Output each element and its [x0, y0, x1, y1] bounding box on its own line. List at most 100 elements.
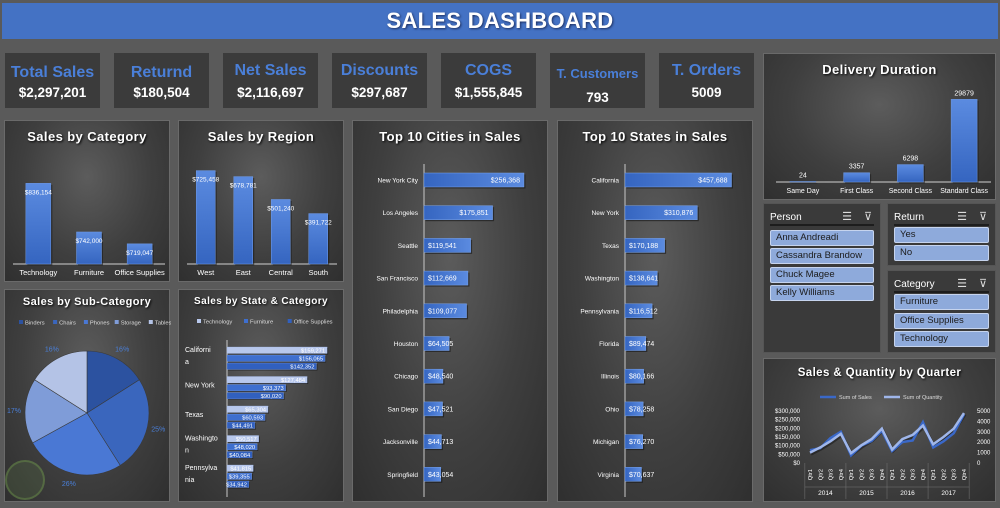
- slicer-item[interactable]: Furniture: [894, 294, 989, 310]
- data-label: $142,352: [290, 365, 314, 371]
- chart-sales-quantity-by-quarter[interactable]: Sales & Quantity by Quarter Sum of Sales…: [763, 358, 996, 502]
- clear-filter-icon[interactable]: ⊽: [978, 278, 987, 290]
- category-label: San Diego: [388, 406, 419, 413]
- chart-sales-by-region[interactable]: Sales by Region $725,458 West $678,781 East…: [178, 120, 344, 282]
- multi-select-icon[interactable]: ☰: [842, 211, 852, 223]
- bar: [897, 164, 924, 183]
- pie-label: 25%: [151, 426, 165, 433]
- chart-title: Sales by Region: [207, 129, 315, 144]
- slicer-item[interactable]: Cassandra Brandow: [770, 248, 874, 264]
- kpi-total-customers: T. Customers 793: [550, 53, 645, 108]
- slicer-title: Person: [770, 212, 802, 223]
- data-label: $43,054: [428, 472, 453, 479]
- quarter-chart-svg: Sum of Sales Sum of Quantity $300,000 $250,…: [775, 395, 991, 499]
- category-label: Furniture: [74, 268, 104, 277]
- category-label: Washington: [585, 276, 619, 283]
- x-tick-label: Qtr1: [849, 469, 855, 480]
- slicer-return[interactable]: Return ☰ ⊽ Yes No: [887, 203, 996, 266]
- legend-swatch: [83, 320, 88, 324]
- category-label: n: [185, 448, 189, 455]
- kpi-value: 5009: [691, 85, 722, 100]
- legend-label: Furniture: [250, 320, 273, 326]
- x-tick-label: Qtr2: [818, 469, 824, 480]
- data-label: $109,077: [428, 308, 457, 315]
- bar: [233, 176, 253, 265]
- dashboard-title: SALES DASHBOARD: [2, 3, 998, 39]
- data-label: $457,688: [698, 178, 727, 185]
- x-tick-label: Qtr4: [962, 468, 968, 480]
- kpi-label: Net Sales: [234, 62, 307, 79]
- data-label: $310,876: [664, 210, 693, 217]
- y-right-tick: 4000: [977, 419, 991, 425]
- slicer-item[interactable]: Yes: [894, 227, 989, 243]
- chart-delivery-duration[interactable]: Delivery Duration 24 Same Day 3357 First Cl…: [763, 53, 996, 200]
- bar: [624, 270, 658, 286]
- slicer-item[interactable]: Kelly Williams: [770, 285, 874, 301]
- category-label: Technology: [19, 268, 57, 277]
- data-label: 6298: [903, 156, 919, 163]
- slicer-header: Return ☰ ⊽: [894, 210, 989, 226]
- kpi-cogs: COGS $1,555,845: [441, 53, 536, 108]
- slicer-item[interactable]: Office Supplies: [894, 313, 989, 329]
- bar: [950, 99, 978, 183]
- slicer-item[interactable]: Anna Andreadi: [770, 230, 874, 246]
- clear-filter-icon[interactable]: ⊽: [863, 211, 872, 223]
- data-label: $156,065: [299, 357, 323, 363]
- slicer-person[interactable]: Person ☰ ⊽ Anna Andreadi Cassandra Brand…: [763, 203, 881, 353]
- chart-top-states[interactable]: Top 10 States in Sales $457,688 Californi…: [557, 120, 753, 502]
- category-label: nia: [185, 477, 194, 484]
- category-label: Michigan: [593, 439, 619, 446]
- chart-top-cities[interactable]: Top 10 Cities in Sales $256,368 New York …: [352, 120, 548, 502]
- chart-sales-by-category[interactable]: Sales by Category $836,154 Technology $742…: [4, 120, 170, 282]
- x-tick-label: Qtr2: [859, 469, 865, 480]
- slicer-header: Person ☰ ⊽: [770, 210, 874, 226]
- bar-shadow: [791, 183, 818, 184]
- slicer-title: Return: [894, 212, 925, 223]
- bar: [423, 303, 467, 319]
- bar: [423, 434, 442, 449]
- category-label: Standard Class: [940, 188, 988, 195]
- data-label: $119,541: [428, 243, 457, 250]
- y-right-tick: 3000: [977, 430, 991, 436]
- category-label: West: [197, 268, 215, 277]
- slicer-header: Category ☰ ⊽: [894, 277, 989, 293]
- bar: [226, 405, 269, 413]
- x-tick-label: Qtr1: [931, 469, 937, 480]
- data-label: $40,084: [229, 453, 251, 459]
- slicer-item[interactable]: No: [894, 245, 989, 261]
- bar: [423, 336, 450, 351]
- legend-label: Storage: [121, 321, 141, 327]
- category-label: California: [592, 178, 620, 185]
- cities-chart-svg: $256,368 New York City $175,851 Los Angeles…: [376, 164, 526, 497]
- chart-sales-by-subcategory[interactable]: Sales by Sub-Category Binders Chairs Phone…: [4, 289, 172, 502]
- kpi-label: T. Orders: [671, 62, 742, 79]
- legend-swatch: [197, 319, 201, 323]
- category-label: Texas: [602, 243, 620, 250]
- legend-label: Tables: [155, 321, 171, 327]
- chart-title: Top 10 States in Sales: [582, 129, 728, 144]
- bar: [226, 435, 259, 443]
- data-label: $60,593: [242, 416, 263, 422]
- x-tick-label: Qtr1: [808, 469, 814, 480]
- data-label: $138,641: [629, 276, 658, 283]
- category-label: Illinois: [601, 374, 620, 381]
- slicer-item[interactable]: Chuck Magee: [770, 267, 874, 283]
- multi-select-icon[interactable]: ☰: [957, 211, 967, 223]
- clear-filter-icon[interactable]: ⊽: [978, 211, 987, 223]
- pie-slice: [34, 350, 88, 414]
- chart-sales-by-state-category[interactable]: Sales by State & Category Technology Furn…: [178, 289, 344, 502]
- slicer-item[interactable]: Technology: [894, 331, 989, 347]
- y-left-tick: $200,000: [775, 426, 801, 432]
- kpi-discounts: Discounts $297,687: [332, 53, 427, 108]
- kpi-label: T. Customers: [556, 66, 639, 81]
- bar: [624, 434, 643, 449]
- chart-title: Sales by Category: [27, 129, 147, 144]
- slicer-category[interactable]: Category ☰ ⊽ Furniture Office Supplies T…: [887, 270, 996, 353]
- kpi-returned: Returnd $180,504: [114, 53, 209, 108]
- x-tick-label: Qtr3: [870, 469, 876, 480]
- category-label: Same Day: [787, 188, 820, 195]
- data-label: $719,047: [126, 250, 153, 257]
- bar: [423, 467, 442, 482]
- x-tick-label: Qtr2: [900, 469, 906, 480]
- multi-select-icon[interactable]: ☰: [957, 278, 967, 290]
